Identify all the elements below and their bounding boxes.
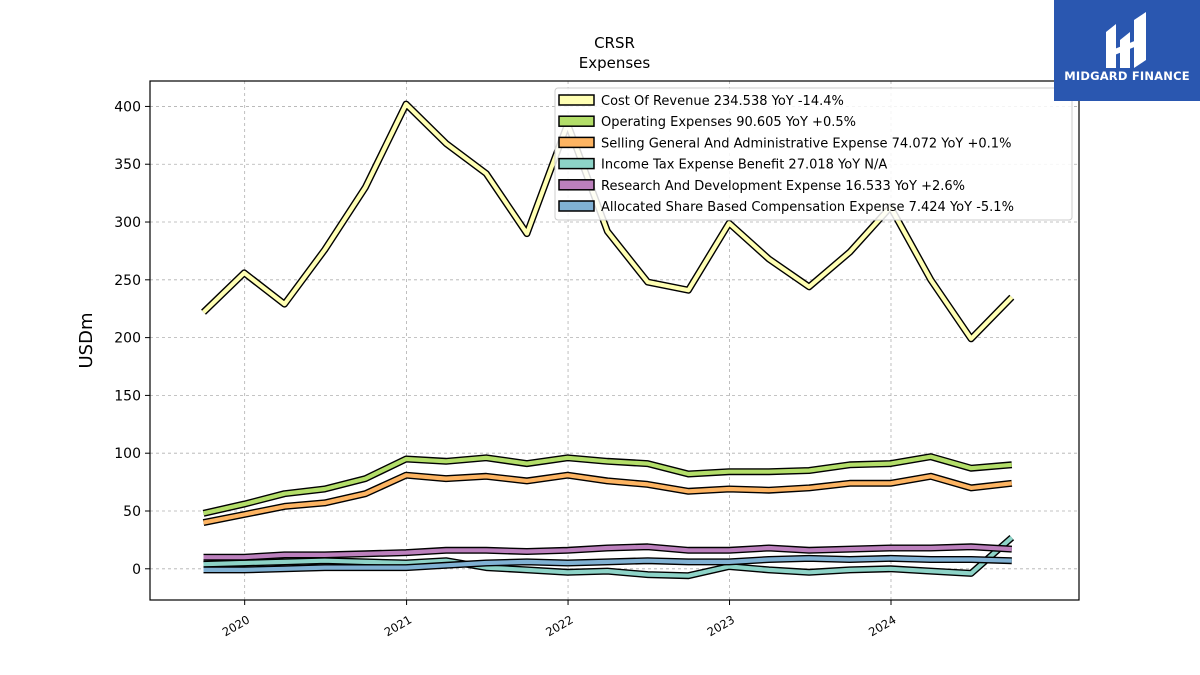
y-tick-label: 400 (114, 99, 141, 115)
series-line-1 (203, 454, 1012, 516)
legend-entry: Research And Development Expense 16.533 … (601, 179, 965, 194)
x-tick-label: 2024 (866, 612, 898, 639)
legend-swatch (558, 200, 595, 212)
legend-box (554, 87, 1073, 221)
legend-entry: Selling General And Administrative Expen… (601, 136, 1011, 151)
series-line-5 (203, 556, 1012, 573)
legend-swatch (558, 157, 595, 170)
legend-entry: Allocated Share Based Compensation Expen… (601, 200, 1014, 215)
y-tick-label: 50 (123, 504, 141, 520)
legend-entry: Cost Of Revenue 234.538 YoY -14.4% (601, 94, 844, 109)
x-tick-label: 2020 (220, 612, 252, 639)
y-tick-label: 0 (132, 562, 141, 578)
series-line-0 (202, 101, 1014, 341)
series-line-3 (203, 536, 1014, 578)
series-line-2 (203, 473, 1013, 525)
legend-swatch (558, 94, 595, 106)
legend-entry: Operating Expenses 90.605 YoY +0.5% (601, 115, 856, 130)
legend-entry: Income Tax Expense Benefit 27.018 YoY N/… (601, 158, 887, 173)
x-tick-label: 2023 (705, 612, 737, 639)
chart-title: CRSR (594, 34, 635, 52)
legend-swatch (558, 136, 595, 149)
y-tick-label: 300 (114, 215, 141, 231)
legend-swatch (558, 115, 595, 127)
series-line-4 (203, 544, 1012, 560)
y-tick-label: 350 (114, 157, 141, 173)
y-tick-label: 150 (114, 388, 141, 404)
brand-logo: MIDGARD FINANCE (1054, 0, 1200, 101)
legend-swatch (558, 179, 595, 191)
brand-name: MIDGARD FINANCE (1064, 69, 1190, 83)
x-tick-label: 2021 (382, 612, 414, 639)
y-axis-label: USDm (76, 313, 97, 369)
plot-frame (149, 80, 1080, 601)
y-tick-label: 100 (114, 446, 141, 462)
y-tick-label: 200 (114, 331, 141, 347)
midgard-logo-icon (1106, 12, 1146, 68)
x-tick-label: 2022 (543, 612, 575, 639)
y-tick-label: 250 (114, 273, 141, 289)
chart-subtitle: Expenses (579, 54, 651, 72)
